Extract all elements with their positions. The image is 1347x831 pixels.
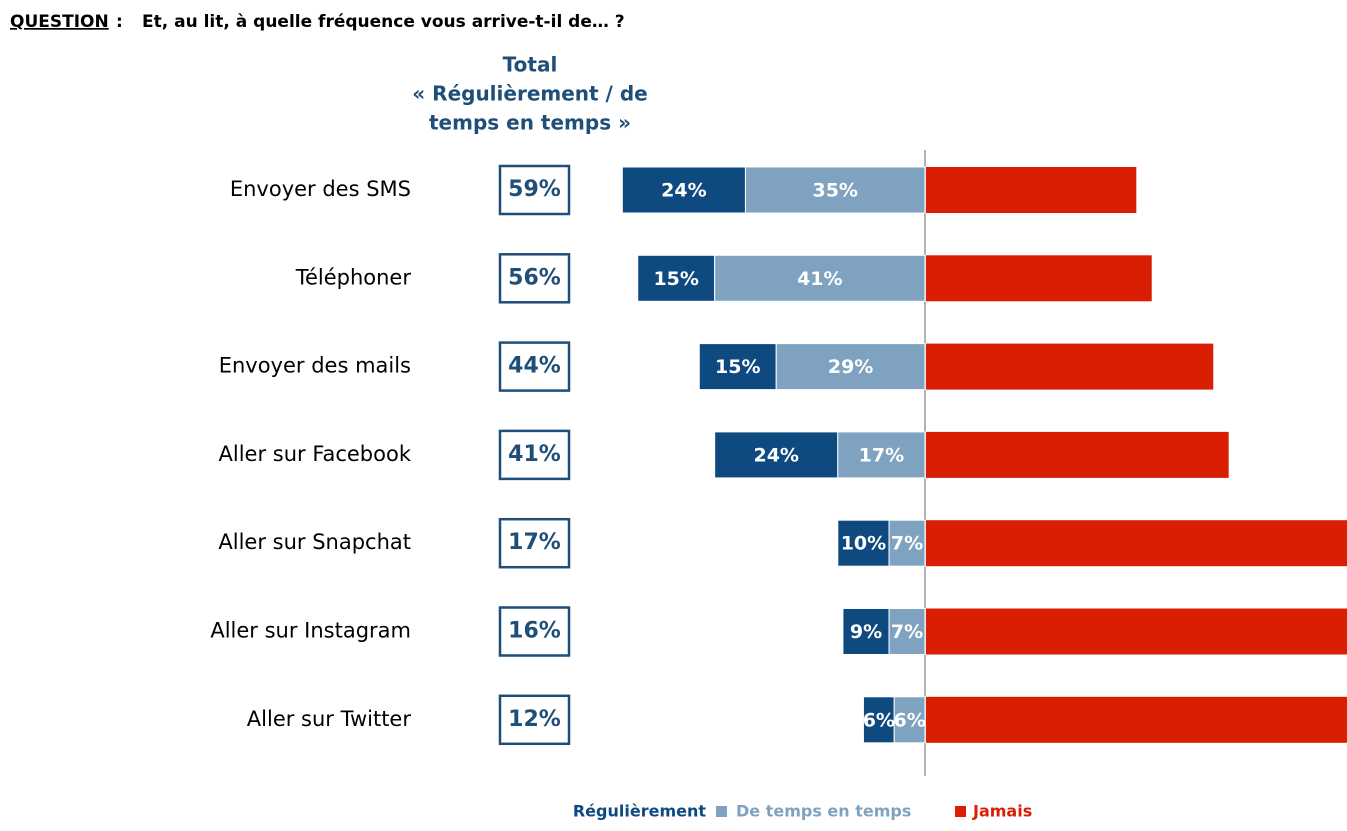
total-label: 12%	[508, 707, 561, 732]
value-label: 9%	[850, 621, 882, 643]
total-box	[498, 253, 571, 304]
total-header: « Régulièrement / de	[412, 82, 647, 106]
bar-regulierement	[714, 431, 839, 479]
question-colon: :	[116, 12, 123, 32]
value-label: 24%	[661, 180, 706, 202]
total-label: 41%	[508, 442, 561, 467]
value-label: 7%	[891, 621, 923, 643]
value-label: 35%	[812, 180, 857, 202]
category-label: Envoyer des SMS	[230, 177, 411, 201]
bar-regulierement	[837, 519, 890, 567]
bar-de-temps-en-temps	[837, 431, 926, 479]
bar-de-temps-en-temps	[775, 343, 926, 391]
bar-de-temps-en-temps	[888, 519, 926, 567]
total-label: 59%	[508, 177, 561, 202]
total-header: temps en temps »	[429, 111, 631, 135]
total-header: Total	[503, 53, 558, 77]
total-box	[498, 341, 571, 392]
value-label: 24%	[753, 444, 798, 466]
bar-jamais	[926, 520, 1347, 567]
total-label: 56%	[508, 265, 561, 290]
value-label: 15%	[653, 268, 698, 290]
total-box	[498, 606, 571, 657]
value-label: 29%	[828, 356, 873, 378]
category-label: Aller sur Snapchat	[218, 530, 411, 554]
legend-label: De temps en temps	[736, 802, 911, 821]
value-label: 10%	[841, 533, 886, 555]
bar-jamais	[926, 608, 1347, 655]
category-label: Envoyer des mails	[219, 354, 411, 378]
category-label: Aller sur Facebook	[219, 442, 412, 466]
bar-jamais	[926, 431, 1229, 478]
bar-regulierement	[862, 696, 895, 744]
bar-regulierement	[842, 608, 890, 655]
question: Et, au lit, à quelle fréquence vous arri…	[142, 12, 625, 32]
total-label: 44%	[508, 354, 561, 379]
bar-de-temps-en-temps	[744, 166, 926, 214]
value-label: 41%	[797, 268, 842, 290]
value-label: 17%	[859, 444, 904, 466]
total-box	[498, 517, 571, 569]
value-label: 15%	[715, 356, 760, 378]
bar-regulierement	[621, 166, 746, 214]
bar-de-temps-en-temps	[888, 608, 926, 655]
bar-de-temps-en-temps	[714, 254, 926, 302]
total-box	[498, 429, 571, 481]
question-label: QUESTION	[10, 12, 109, 32]
category-label: Aller sur Instagram	[210, 619, 411, 643]
bar-jamais	[926, 696, 1347, 743]
total-label: 17%	[508, 530, 561, 555]
category-label: Téléphoner	[295, 265, 412, 289]
bar-jamais	[926, 343, 1214, 390]
value-label: 6%	[863, 709, 895, 731]
bar-jamais	[926, 167, 1137, 213]
bar-jamais	[926, 255, 1152, 302]
legend-swatch	[716, 806, 727, 817]
bar-de-temps-en-temps	[893, 696, 926, 744]
legend-swatch	[955, 806, 966, 817]
value-label: 6%	[893, 709, 925, 731]
total-box	[498, 694, 571, 746]
legend-label: Jamais	[972, 802, 1032, 821]
category-label: Aller sur Twitter	[247, 707, 412, 731]
total-box	[498, 164, 571, 216]
value-label: 7%	[891, 533, 923, 555]
total-label: 16%	[508, 619, 561, 644]
legend-label: Régulièrement	[573, 802, 706, 821]
